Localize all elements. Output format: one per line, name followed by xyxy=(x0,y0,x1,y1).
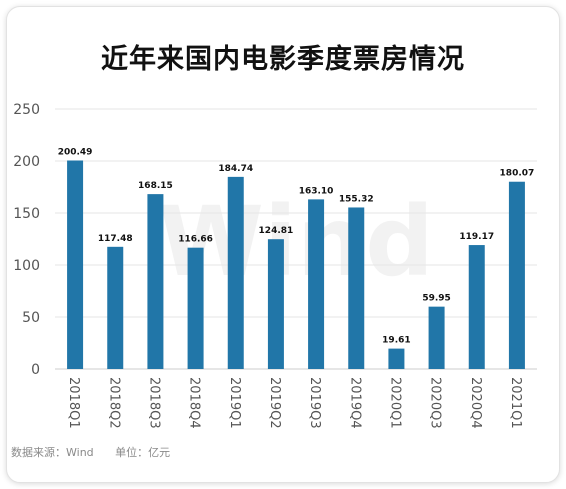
chart-title: 近年来国内电影季度票房情况 xyxy=(101,44,465,75)
bar-2019Q2 xyxy=(267,239,284,369)
y-tick-label: 200 xyxy=(13,154,40,170)
x-tick-label: 2018Q3 xyxy=(146,377,161,429)
x-tick-label: 2019Q1 xyxy=(227,377,242,429)
data-label: 117.48 xyxy=(98,234,133,244)
bar-2021Q1 xyxy=(508,181,525,369)
x-tick-label: 2019Q3 xyxy=(307,377,322,429)
y-tick-label: 0 xyxy=(31,362,40,378)
x-tick-label: 2021Q1 xyxy=(508,377,523,429)
bar-2018Q1 xyxy=(67,160,84,369)
unit-note: 单位：亿元 xyxy=(115,446,171,459)
bar-chart: Wind 0 50 100 150 200 250 200.49 2018Q1 117.48 201… xyxy=(13,102,537,429)
bar-2020Q3 xyxy=(428,306,445,369)
bar-2018Q2 xyxy=(107,246,124,369)
y-tick-label: 150 xyxy=(13,206,40,222)
x-tick-label: 2019Q2 xyxy=(267,377,282,429)
x-tick-label: 2018Q4 xyxy=(187,377,202,429)
bar-2019Q3 xyxy=(308,199,325,369)
x-tick-label: 2020Q1 xyxy=(387,377,402,429)
data-label: 168.15 xyxy=(138,181,173,191)
y-tick-label: 100 xyxy=(13,258,40,274)
data-label: 59.95 xyxy=(422,294,450,304)
source-note: 数据来源：Wind xyxy=(11,446,94,459)
bar-2018Q3 xyxy=(147,194,164,369)
y-tick-label: 250 xyxy=(13,102,40,118)
data-label: 180.07 xyxy=(500,169,535,179)
watermark-text: Wind xyxy=(158,186,434,298)
y-tick-label: 50 xyxy=(22,310,40,326)
x-tick-label: 2020Q4 xyxy=(468,377,483,429)
bar-2019Q1 xyxy=(227,176,244,369)
data-label: 119.17 xyxy=(459,232,494,242)
bar-2020Q1 xyxy=(388,348,405,369)
x-tick-label: 2019Q4 xyxy=(347,377,362,429)
x-tick-label: 2018Q2 xyxy=(106,377,121,429)
data-label: 163.10 xyxy=(299,186,334,196)
data-label: 116.66 xyxy=(178,235,213,245)
bar-2020Q4 xyxy=(468,245,485,369)
data-label: 155.32 xyxy=(339,194,374,204)
data-label: 19.61 xyxy=(382,336,410,346)
chart-footer: 数据来源：Wind 单位：亿元 xyxy=(11,444,188,460)
chart-card: 近年来国内电影季度票房情况 Wind 0 50 100 150 200 250 200.49 2… xyxy=(6,6,560,483)
bar-2019Q4 xyxy=(348,207,365,369)
data-label: 124.81 xyxy=(259,226,294,236)
data-label: 200.49 xyxy=(58,147,93,157)
bar-2018Q4 xyxy=(187,247,204,369)
x-tick-label: 2020Q3 xyxy=(428,377,443,429)
x-tick-label: 2018Q1 xyxy=(66,377,81,429)
data-label: 184.74 xyxy=(218,164,253,174)
